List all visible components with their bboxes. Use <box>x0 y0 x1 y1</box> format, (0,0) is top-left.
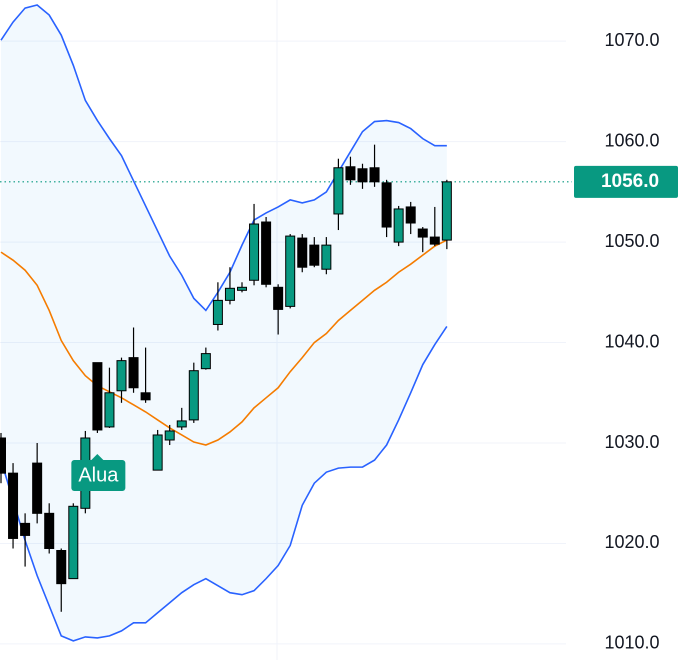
candle-body <box>261 221 272 285</box>
candle-body <box>188 370 199 421</box>
candle-body <box>417 228 428 238</box>
candle-body <box>128 357 139 389</box>
candle-body <box>393 208 404 243</box>
candle-body <box>176 420 187 428</box>
annotation-box <box>71 460 126 491</box>
candle-body <box>369 167 380 183</box>
candle-body <box>56 550 67 585</box>
candle-body <box>237 286 247 291</box>
candle-body <box>104 392 115 428</box>
candle-body <box>381 182 392 228</box>
candle-body <box>68 505 79 580</box>
candle-body <box>116 360 127 392</box>
candle-body <box>321 244 332 270</box>
candle-body <box>152 434 163 471</box>
candle-body <box>405 206 416 224</box>
candle-body <box>333 167 344 215</box>
annotation-pointer <box>91 454 104 460</box>
candle-body <box>297 237 308 268</box>
annotation-text: Alua <box>78 464 119 486</box>
y-tick-label: 1020.0 <box>604 532 659 552</box>
candle-body <box>441 181 452 241</box>
y-tick-label: 1010.0 <box>604 633 659 653</box>
candle-body <box>309 244 320 266</box>
y-tick-label: 1060.0 <box>604 130 659 150</box>
candle-body <box>224 287 235 301</box>
candle-body <box>357 168 368 183</box>
candle-body <box>212 299 223 325</box>
candle-body <box>429 236 440 245</box>
middle-band <box>0 239 448 446</box>
upper-band <box>0 4 447 312</box>
y-tick-label: 1070.0 <box>604 30 659 50</box>
candle-body <box>249 223 260 281</box>
candle-body <box>0 437 6 474</box>
last-price-box <box>574 165 678 198</box>
candle-body <box>32 462 43 514</box>
candle-body <box>273 286 284 310</box>
candle-body <box>44 512 55 549</box>
candle-body <box>345 166 356 181</box>
candle-body <box>92 362 103 431</box>
candle-body <box>164 430 175 441</box>
candle-body <box>20 522 31 536</box>
band-fill <box>1 5 447 641</box>
y-tick-label: 1030.0 <box>604 432 659 452</box>
candle-body <box>140 392 151 401</box>
y-tick-label: 1050.0 <box>604 231 659 251</box>
last-price-label: 1056.0 <box>601 171 659 192</box>
y-tick-label: 1040.0 <box>604 331 659 351</box>
lower-band <box>0 326 448 642</box>
candle-body <box>285 235 296 307</box>
candle-body <box>200 353 211 370</box>
candle-body <box>8 472 19 539</box>
